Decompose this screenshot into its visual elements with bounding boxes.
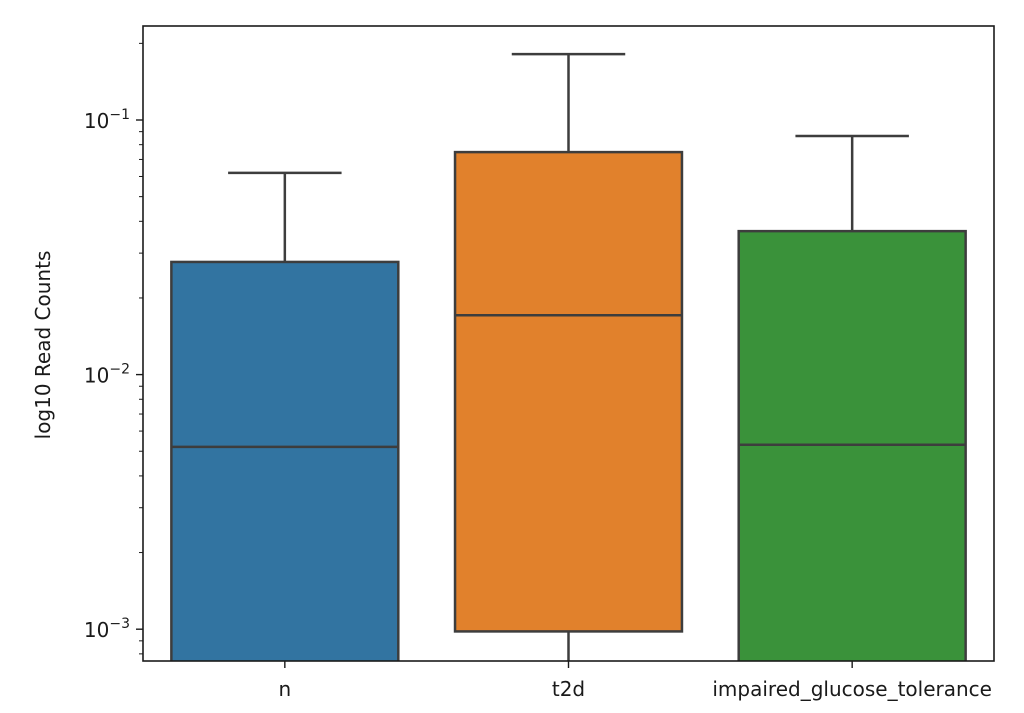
y-tick-base: 10 — [84, 364, 109, 388]
iqr-box — [170, 260, 400, 661]
y-tick-label: 10−1 — [84, 107, 130, 133]
y-axis: 10−110−210−3 — [84, 42, 143, 655]
y-tick-base: 10 — [84, 109, 109, 133]
box-impaired_glucose_tolerance — [737, 134, 967, 661]
y-tick-label: 10−2 — [84, 362, 130, 388]
x-tick-label: impaired_glucose_tolerance — [712, 677, 992, 701]
iqr-box — [453, 150, 684, 633]
x-tick-label: n — [278, 677, 291, 701]
y-tick-exponent: −3 — [109, 616, 130, 632]
y-axis-label: log10 Read Counts — [31, 251, 55, 440]
y-tick-label: 10−3 — [84, 616, 130, 642]
box-t2d — [453, 52, 684, 661]
plot-area — [170, 52, 967, 661]
y-tick-exponent: −1 — [109, 107, 130, 123]
x-axis: n t2d impaired_glucose_tolerance — [278, 661, 992, 701]
box-n — [170, 171, 400, 661]
iqr-box — [737, 229, 967, 661]
x-tick-label: t2d — [552, 677, 585, 701]
y-tick-base: 10 — [84, 618, 109, 642]
y-tick-exponent: −2 — [109, 362, 130, 378]
